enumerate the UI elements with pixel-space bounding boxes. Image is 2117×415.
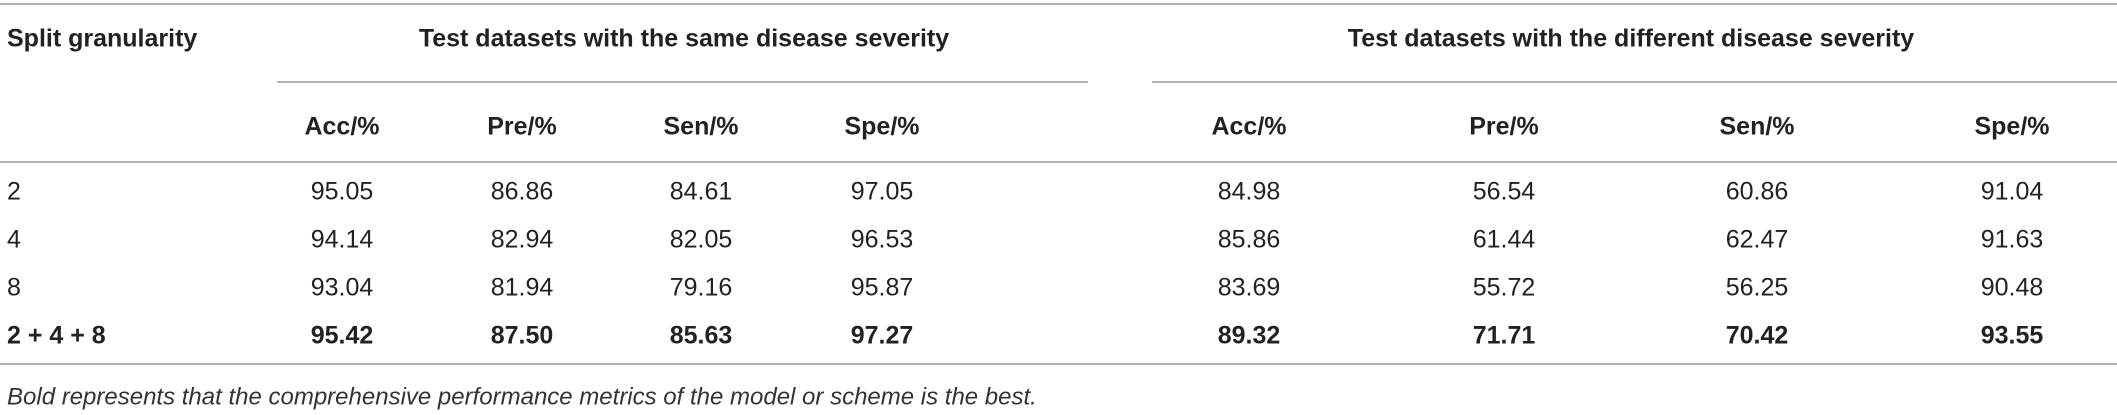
row-label: 4 [7, 226, 21, 254]
cell: 55.72 [1473, 274, 1536, 302]
column-header: Sen/% [663, 113, 738, 141]
cell: 95.42 [311, 322, 374, 350]
cell: 84.61 [670, 178, 733, 206]
cell: 94.14 [311, 226, 374, 254]
row-label: 2 + 4 + 8 [7, 322, 106, 350]
cell: 93.04 [311, 274, 374, 302]
cell: 93.55 [1981, 322, 2044, 350]
footnote: Bold represents that the comprehensive p… [7, 383, 1037, 410]
column-header: Pre/% [487, 113, 556, 141]
cell: 85.63 [670, 322, 733, 350]
cell: 79.16 [670, 274, 733, 302]
cell: 70.42 [1726, 322, 1789, 350]
cell: 82.94 [491, 226, 554, 254]
column-header: Spe/% [1974, 113, 2049, 141]
cell: 60.86 [1726, 178, 1789, 206]
group-header: Test datasets with the different disease… [1348, 25, 1915, 53]
cell: 96.53 [851, 226, 914, 254]
cell: 84.98 [1218, 178, 1281, 206]
cell: 86.86 [491, 178, 554, 206]
cell: 91.04 [1981, 178, 2044, 206]
cell: 61.44 [1473, 226, 1536, 254]
cell: 85.86 [1218, 226, 1281, 254]
cell: 95.87 [851, 274, 914, 302]
cell: 91.63 [1981, 226, 2044, 254]
cell: 56.54 [1473, 178, 1536, 206]
row-label: 8 [7, 274, 21, 302]
cell: 97.27 [851, 322, 914, 350]
cell: 82.05 [670, 226, 733, 254]
cell: 71.71 [1473, 322, 1536, 350]
cell: 97.05 [851, 178, 914, 206]
group-header: Test datasets with the same disease seve… [419, 25, 949, 53]
row-label: 2 [7, 178, 21, 206]
cell: 56.25 [1726, 274, 1789, 302]
column-header: Pre/% [1469, 113, 1538, 141]
cell: 83.69 [1218, 274, 1281, 302]
column-header: Spe/% [844, 113, 919, 141]
cell: 62.47 [1726, 226, 1789, 254]
cell: 87.50 [491, 322, 554, 350]
column-header: Acc/% [1211, 113, 1286, 141]
corner-header: Split granularity [7, 25, 197, 53]
cell: 95.05 [311, 178, 374, 206]
column-header: Sen/% [1719, 113, 1794, 141]
column-header: Acc/% [304, 113, 379, 141]
cell: 90.48 [1981, 274, 2044, 302]
cell: 81.94 [491, 274, 554, 302]
cell: 89.32 [1218, 322, 1281, 350]
